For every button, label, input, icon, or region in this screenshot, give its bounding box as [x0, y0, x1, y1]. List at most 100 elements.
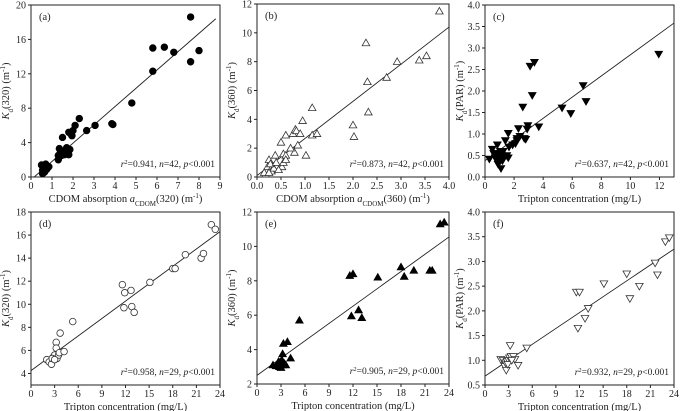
x-tick-label: 0	[255, 388, 260, 399]
data-point	[170, 48, 178, 56]
x-tick-label: 6	[76, 389, 81, 400]
panel-label: (c)	[493, 12, 505, 23]
y-axis-label: Kd(320) (m-1)	[0, 270, 15, 328]
x-tick-label: 18	[622, 389, 632, 400]
y-tick-label: 8	[247, 276, 252, 287]
x-tick-label: 5	[134, 181, 139, 192]
data-point	[264, 155, 274, 163]
data-point	[573, 324, 583, 333]
x-tick-label: 4	[541, 181, 546, 192]
data-point	[186, 13, 195, 21]
plot-frame	[30, 4, 221, 178]
y-axis-label: Kd(PAR) (m-1)	[453, 60, 469, 122]
data-point	[274, 165, 284, 173]
x-tick-label: 9	[218, 181, 223, 192]
data-point	[60, 347, 68, 356]
data-point	[301, 150, 311, 159]
data-point	[399, 271, 409, 280]
data-point	[348, 269, 358, 278]
y-tick-label: 2.0	[468, 306, 481, 317]
data-point	[59, 147, 68, 155]
x-tick-label: 2	[512, 181, 517, 192]
y-axis-label: Kd(PAR) (m-1)	[453, 268, 469, 330]
x-tick-label: 8	[599, 181, 604, 192]
y-tick-label: 6	[247, 311, 252, 322]
x-tick-label: 6	[303, 388, 308, 399]
y-tick-label: 1.5	[468, 108, 481, 119]
data-point	[664, 234, 674, 243]
data-point	[522, 344, 532, 353]
data-point	[490, 154, 500, 163]
data-point	[66, 145, 74, 154]
data-point	[91, 121, 99, 130]
data-point	[529, 58, 539, 67]
panel-label: (a)	[39, 12, 51, 23]
y-tick-label: 10	[242, 242, 252, 253]
data-point	[82, 126, 91, 135]
x-tick-label: 8	[197, 181, 202, 192]
panel-f: 0 3 6 9 12 15 18 21 24 0.5 1.0 1.5 2.0 2.5 3.0 3.5 4.0 Tr…	[453, 208, 679, 411]
data-point	[660, 238, 670, 247]
y-tick-label: 4.0	[468, 208, 481, 219]
data-point	[269, 163, 279, 172]
data-point	[622, 270, 632, 279]
y-tick-label: 2	[247, 144, 252, 155]
y-tick-label: 2.0	[468, 87, 481, 98]
data-point	[121, 289, 129, 297]
y-tick-label: 1.5	[468, 331, 481, 342]
panel-label: (b)	[265, 11, 278, 22]
y-axis-label: Kd(360) (m-1)	[225, 269, 241, 327]
x-tick-label: 12	[575, 389, 585, 400]
y-tick-label: 0	[21, 173, 26, 184]
x-tick-label: 3	[92, 181, 97, 192]
x-tick-label: 3	[279, 388, 284, 399]
data-point	[346, 311, 356, 320]
data-point	[294, 315, 304, 324]
y-tick-label: 0.5	[468, 381, 481, 392]
data-point	[282, 337, 292, 346]
x-tick-label: 2.0	[347, 181, 360, 192]
data-point	[521, 135, 531, 144]
x-tick-label: 2.5	[371, 181, 384, 192]
data-point	[128, 99, 136, 107]
stats-annotation: r2=0.958, n=29, p<0.001	[121, 367, 216, 379]
x-tick-label: 0.5	[275, 181, 288, 192]
x-axis-label: Tripton concentration (mg/L)	[64, 402, 188, 411]
data-point	[427, 265, 437, 274]
data-point	[289, 147, 299, 156]
data-point	[109, 120, 117, 129]
data-point	[392, 57, 402, 65]
data-point	[518, 103, 528, 112]
x-tick-label: 21	[191, 389, 201, 400]
data-point	[181, 250, 190, 259]
y-tick-label: 1.0	[468, 356, 481, 367]
data-point	[513, 125, 523, 134]
data-point	[500, 137, 510, 146]
data-point	[414, 55, 424, 64]
data-point	[575, 288, 584, 297]
y-tick-label: 3.0	[468, 257, 481, 268]
y-tick-label: 2.5	[468, 282, 481, 293]
x-axis-label: CDOM absorption aCDOM(360) (m-1)	[276, 192, 430, 208]
data-point	[291, 126, 301, 135]
x-tick-label: 1.5	[323, 181, 336, 192]
data-point	[382, 72, 392, 81]
data-point	[527, 92, 537, 100]
data-point	[492, 141, 502, 150]
data-point	[652, 271, 662, 280]
data-point	[502, 152, 512, 161]
panel-b: 0.0 0.5 1.0 1.5 2.0 2.5 3.0 3.5 4.0 0 2 4 6 8 10 12 CDOM…	[225, 0, 455, 208]
data-point	[281, 130, 291, 139]
x-tick-label: 0	[29, 389, 34, 400]
y-tick-label: 8	[21, 104, 26, 115]
data-point	[501, 366, 511, 375]
data-point	[513, 362, 523, 370]
x-tick-label: 7	[176, 181, 181, 192]
data-point	[186, 58, 195, 66]
x-tick-label: 12	[121, 389, 131, 400]
data-point	[654, 50, 664, 59]
regression-line	[256, 236, 450, 376]
data-point	[54, 151, 62, 160]
data-point	[557, 104, 567, 113]
data-point	[363, 107, 373, 116]
